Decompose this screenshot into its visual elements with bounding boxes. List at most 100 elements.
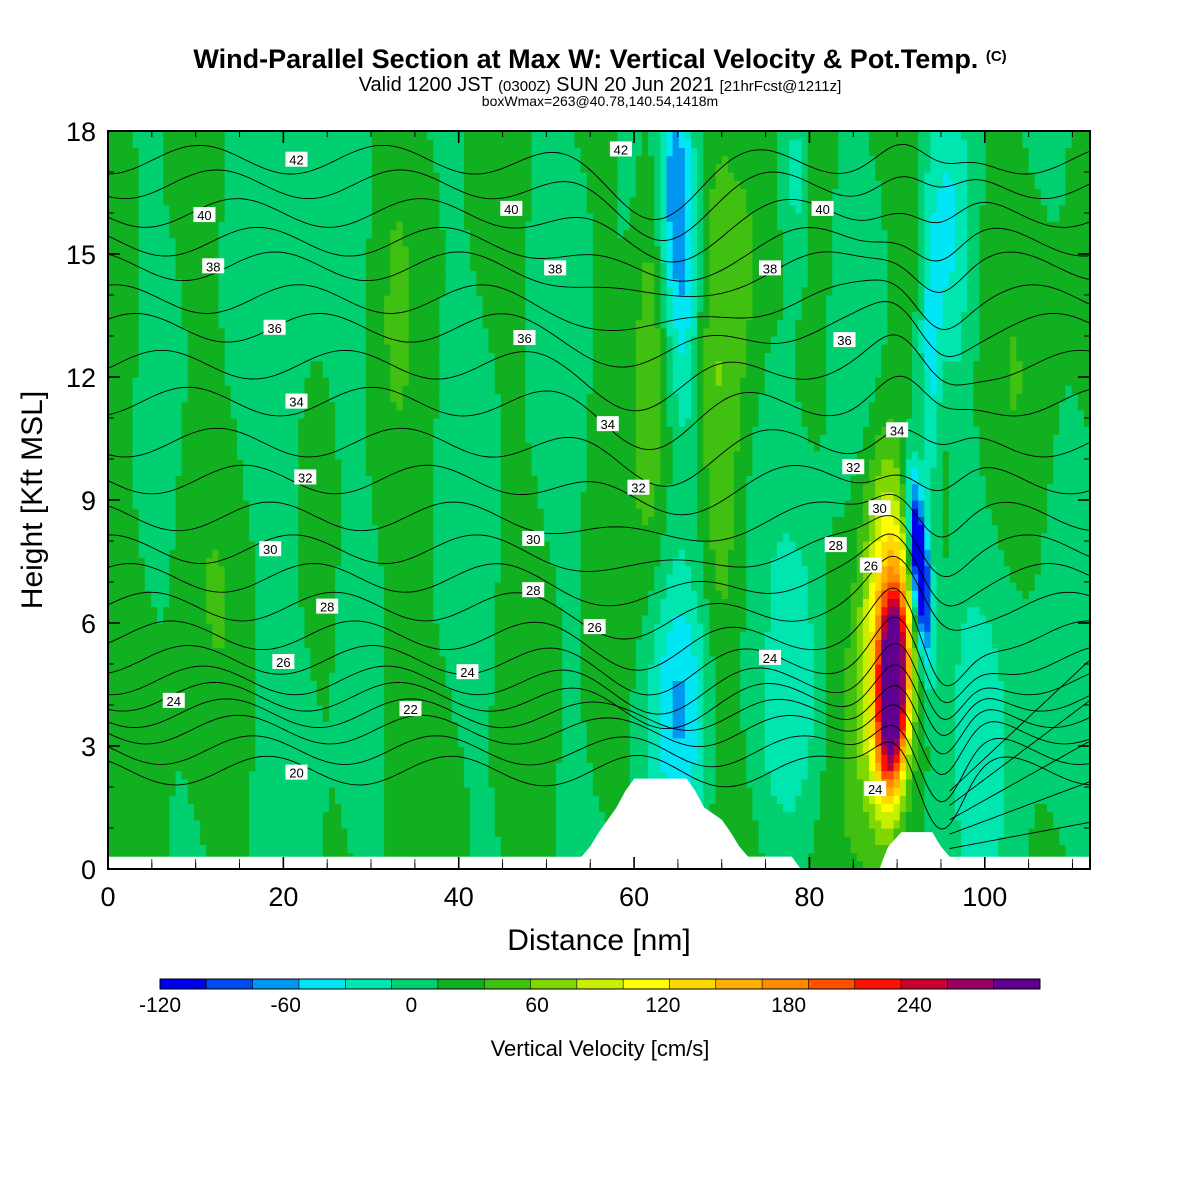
field-cell bbox=[918, 762, 932, 772]
contour-label-text: 40 bbox=[197, 208, 211, 223]
field-cell bbox=[869, 631, 876, 640]
field-cell bbox=[684, 286, 692, 296]
contour-label-box bbox=[842, 459, 865, 475]
colorbar-swatch bbox=[854, 979, 902, 989]
field-cell bbox=[236, 418, 299, 427]
field-cell bbox=[691, 131, 704, 140]
field-cell bbox=[108, 573, 146, 583]
isentrope bbox=[949, 821, 1090, 849]
field-cell bbox=[206, 557, 220, 567]
field-cell bbox=[175, 491, 244, 501]
field-cell bbox=[1065, 196, 1090, 206]
field-cell bbox=[1004, 795, 1090, 804]
field-cell bbox=[703, 631, 711, 640]
field-cell bbox=[181, 418, 238, 427]
field-cell bbox=[648, 664, 661, 673]
field-cell bbox=[138, 352, 189, 362]
contour-label: 24 bbox=[456, 664, 479, 680]
field-cell bbox=[887, 598, 901, 608]
field-cell bbox=[617, 229, 625, 239]
field-cell bbox=[838, 147, 870, 157]
field-cell bbox=[899, 680, 907, 690]
field-cell bbox=[500, 549, 551, 558]
field-cell bbox=[764, 696, 815, 706]
field-cell bbox=[138, 368, 189, 378]
field-cell bbox=[691, 278, 698, 288]
field-cell bbox=[672, 377, 692, 386]
field-cell bbox=[463, 163, 533, 173]
field-cell bbox=[697, 344, 704, 353]
field-cell bbox=[801, 163, 809, 173]
field-cell bbox=[912, 475, 919, 485]
field-cell bbox=[463, 221, 526, 230]
field-cell bbox=[470, 245, 526, 255]
field-cell bbox=[930, 221, 956, 230]
field-cell bbox=[684, 254, 692, 263]
field-cell bbox=[924, 491, 932, 501]
field-cell bbox=[703, 418, 741, 427]
field-cell bbox=[893, 795, 901, 804]
field-cell bbox=[697, 475, 711, 485]
field-cell bbox=[660, 713, 674, 722]
field-cell bbox=[924, 385, 932, 394]
field-cell bbox=[187, 787, 250, 796]
field-cell bbox=[433, 606, 496, 616]
isentrope bbox=[108, 169, 1090, 241]
field-cell bbox=[635, 180, 655, 189]
field-cell bbox=[856, 639, 864, 649]
field-cell bbox=[525, 401, 588, 411]
field-cell bbox=[672, 139, 680, 148]
field-cell bbox=[826, 590, 852, 599]
field-cell bbox=[402, 401, 441, 411]
field-cell bbox=[918, 467, 932, 476]
contour-label-box bbox=[833, 332, 856, 348]
field-cell bbox=[384, 672, 447, 681]
field-cell bbox=[770, 573, 809, 583]
field-cell bbox=[905, 647, 913, 657]
field-cell bbox=[924, 705, 956, 714]
field-cell bbox=[813, 672, 827, 681]
field-cell bbox=[1047, 803, 1090, 813]
field-cell bbox=[727, 557, 747, 567]
field-cell bbox=[746, 508, 846, 517]
field-cell bbox=[905, 606, 913, 616]
field-cell bbox=[924, 180, 944, 189]
field-cell bbox=[1004, 729, 1090, 739]
field-cell bbox=[703, 163, 717, 173]
field-cell bbox=[697, 163, 704, 173]
field-cell bbox=[108, 459, 134, 468]
field-cell bbox=[734, 532, 747, 542]
field-cell bbox=[881, 803, 895, 813]
field-cell bbox=[684, 172, 692, 181]
field-cell bbox=[641, 614, 661, 624]
field-cell bbox=[924, 696, 956, 706]
field-cell bbox=[715, 787, 754, 796]
field-cell bbox=[169, 795, 189, 804]
field-cell bbox=[819, 434, 864, 444]
field-cell bbox=[660, 196, 668, 206]
field-cell bbox=[691, 303, 698, 312]
field-cell bbox=[1028, 155, 1067, 165]
field-cell bbox=[408, 327, 441, 337]
field-cell bbox=[899, 713, 907, 722]
field-cell bbox=[862, 582, 870, 591]
field-cell bbox=[948, 483, 987, 493]
field-cell bbox=[494, 688, 563, 698]
field-cell bbox=[930, 254, 956, 263]
contour-label-text: 42 bbox=[289, 153, 303, 168]
field-cell bbox=[746, 483, 852, 493]
field-cell bbox=[967, 204, 981, 214]
field-cell bbox=[629, 713, 649, 722]
field-cell bbox=[439, 409, 502, 419]
field-cell bbox=[912, 582, 919, 591]
field-cell bbox=[298, 450, 336, 460]
field-cell bbox=[905, 491, 913, 501]
field-cell bbox=[108, 565, 146, 575]
field-cell bbox=[138, 541, 177, 550]
field-cell bbox=[844, 508, 864, 517]
field-cell bbox=[562, 680, 582, 690]
field-cell bbox=[899, 532, 907, 542]
field-cell bbox=[924, 295, 944, 304]
field-cell bbox=[703, 180, 717, 189]
field-cell bbox=[500, 459, 533, 468]
